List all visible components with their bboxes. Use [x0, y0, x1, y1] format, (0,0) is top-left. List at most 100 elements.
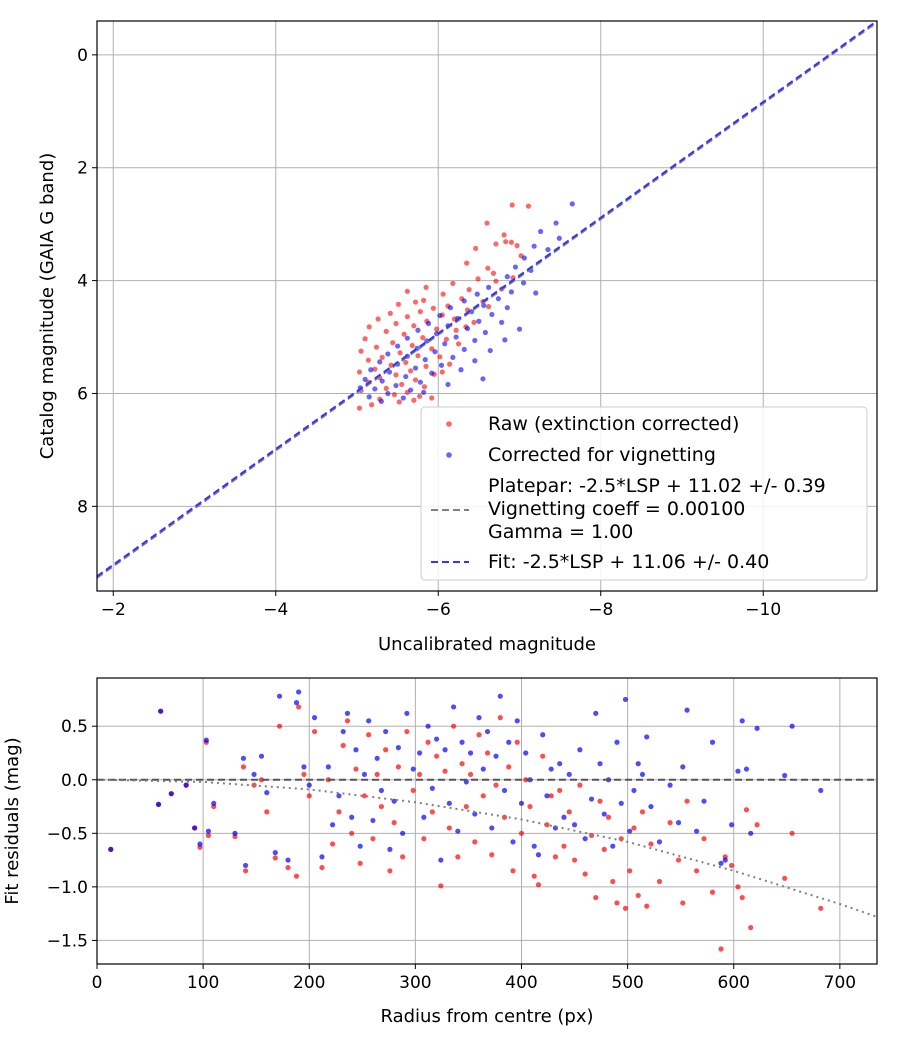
legend-marker-corrected	[446, 452, 452, 458]
data-point	[417, 379, 423, 385]
data-point	[379, 354, 385, 360]
data-point	[531, 873, 537, 879]
data-point	[349, 814, 355, 820]
data-point	[412, 365, 419, 371]
data-point	[442, 747, 448, 753]
data-point	[472, 337, 478, 344]
data-point	[421, 836, 427, 842]
data-point	[329, 822, 336, 828]
data-point	[296, 704, 302, 710]
data-point	[497, 693, 503, 699]
data-point	[353, 766, 359, 772]
y-tick-label: 6	[77, 384, 88, 404]
bottom-plot-area	[97, 689, 877, 952]
data-point	[486, 303, 492, 310]
data-point	[556, 235, 562, 241]
y-tick-label: 4	[77, 272, 88, 292]
data-point	[375, 316, 381, 322]
data-point	[353, 747, 359, 753]
data-point	[588, 796, 595, 802]
data-point	[264, 790, 270, 796]
data-point	[480, 793, 486, 799]
data-point	[258, 777, 265, 783]
data-point	[446, 825, 452, 831]
data-point	[391, 820, 397, 826]
data-point	[614, 739, 620, 745]
legend-entry-corrected: Corrected for vignetting	[488, 444, 716, 466]
data-point	[374, 771, 380, 778]
top-plot-area	[97, 21, 877, 579]
data-point	[306, 782, 312, 788]
data-point	[408, 387, 414, 393]
data-point	[618, 800, 624, 806]
bottom-axes-frame	[96, 677, 878, 965]
data-point	[155, 801, 162, 807]
data-point	[610, 843, 616, 849]
data-point	[709, 889, 716, 895]
data-point	[372, 386, 378, 392]
x-tick-label: 700	[824, 973, 856, 993]
data-point	[631, 825, 637, 831]
data-point	[433, 736, 440, 742]
data-point	[635, 892, 641, 899]
data-point	[378, 398, 384, 404]
data-point	[693, 868, 700, 874]
data-point	[168, 791, 174, 797]
data-point	[484, 220, 490, 226]
series-line	[97, 778, 877, 918]
data-point	[344, 710, 351, 716]
data-point	[433, 753, 440, 759]
data-point	[614, 900, 620, 906]
data-point	[627, 828, 633, 834]
data-point	[476, 732, 482, 738]
y-tick-label: 0.0	[61, 771, 88, 791]
data-point	[361, 771, 368, 778]
data-point	[571, 822, 578, 828]
data-point	[789, 723, 795, 729]
data-point	[385, 351, 391, 357]
data-point	[701, 798, 707, 804]
data-point	[453, 334, 459, 340]
data-point	[432, 349, 438, 355]
data-point	[404, 728, 410, 735]
data-point	[442, 341, 448, 347]
data-point	[434, 326, 440, 332]
data-point	[481, 302, 487, 309]
bottom-y-ticks: 0.5 0.0 −0.5 −1.0 −1.5	[47, 717, 97, 951]
data-point	[383, 385, 389, 391]
data-point	[718, 860, 724, 866]
data-point	[421, 384, 428, 390]
data-point	[420, 335, 426, 341]
data-point	[438, 857, 444, 863]
data-point	[378, 787, 385, 794]
data-point	[240, 764, 247, 770]
data-point	[493, 278, 499, 284]
data-point	[412, 299, 419, 305]
data-point	[516, 326, 523, 332]
y-tick-label: −1.5	[47, 931, 88, 951]
data-point	[455, 828, 461, 834]
data-point	[319, 864, 325, 871]
data-point	[425, 320, 432, 327]
data-point	[693, 828, 700, 834]
data-point	[391, 798, 397, 804]
data-point	[429, 785, 435, 791]
data-point	[455, 341, 462, 347]
data-point	[211, 800, 217, 806]
data-point	[476, 318, 482, 324]
y-tick-label: 0	[77, 46, 88, 66]
data-point	[285, 864, 291, 871]
series-line	[97, 21, 877, 579]
data-point	[437, 354, 443, 360]
data-point	[272, 849, 278, 856]
data-point	[484, 728, 491, 735]
legend-entry-raw: Raw (extinction corrected)	[488, 413, 739, 435]
bottom-y-axis-label: Fit residuals (mag)	[2, 737, 23, 904]
y-tick-label: −1.0	[47, 878, 88, 898]
data-point	[311, 728, 318, 735]
data-point	[729, 822, 735, 828]
data-point	[667, 820, 673, 826]
data-point	[648, 841, 654, 847]
series-line	[97, 21, 877, 578]
data-point	[512, 264, 519, 270]
